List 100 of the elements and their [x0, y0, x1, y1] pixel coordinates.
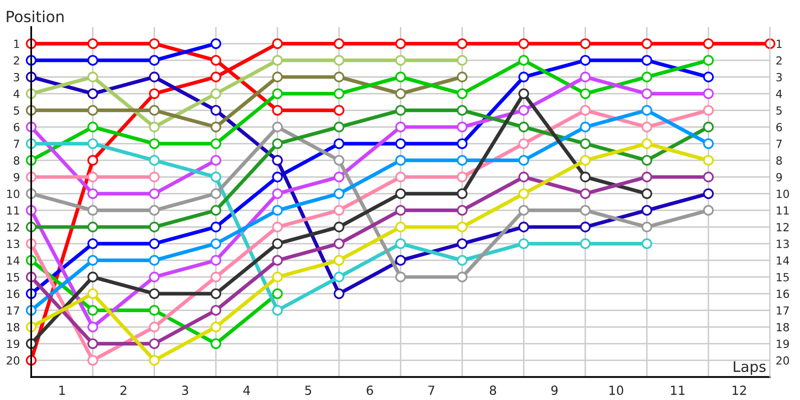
point: [580, 204, 591, 216]
point: [642, 88, 652, 100]
point: [580, 154, 591, 166]
point: [395, 154, 406, 166]
y2-tick-label: 16: [776, 290, 789, 298]
y2-tick-label: 10: [776, 190, 789, 198]
point: [272, 154, 283, 166]
point: [148, 154, 160, 166]
point: [272, 122, 283, 132]
y-tick-label: 8: [14, 156, 20, 165]
point: [210, 138, 222, 150]
point: [334, 288, 344, 300]
point: [395, 188, 406, 200]
y-tick-label: 16: [7, 290, 20, 298]
point: [518, 122, 530, 132]
point: [87, 104, 98, 116]
point: [395, 138, 406, 150]
y-axis-title: Position: [6, 10, 64, 22]
point: [580, 104, 591, 116]
point: [703, 172, 714, 182]
point: [518, 188, 530, 200]
point: [456, 154, 468, 166]
point: [580, 188, 591, 200]
point: [580, 38, 591, 50]
point: [580, 172, 591, 182]
point: [395, 172, 406, 182]
point: [272, 104, 283, 116]
y-tick-label: 13: [7, 240, 20, 248]
point: [272, 288, 283, 300]
point: [272, 138, 283, 150]
y-tick-label: 4: [14, 90, 20, 98]
point: [148, 72, 160, 82]
point: [334, 222, 344, 232]
point: [87, 154, 98, 166]
point: [272, 272, 283, 282]
y2-tick-label: 19: [776, 340, 789, 348]
point: [642, 54, 652, 66]
y-tick-label: 3: [14, 72, 20, 82]
point: [210, 54, 222, 66]
point: [272, 238, 283, 250]
point: [456, 88, 468, 100]
point: [210, 238, 222, 250]
point: [87, 38, 98, 50]
point: [395, 54, 406, 66]
point: [87, 238, 98, 250]
point: [148, 304, 160, 316]
point: [210, 204, 222, 216]
x-tick-label: 2: [120, 386, 126, 395]
point: [210, 72, 222, 82]
point: [148, 204, 160, 216]
point: [148, 104, 160, 116]
point: [148, 272, 160, 282]
point: [210, 322, 222, 332]
point: [580, 88, 591, 100]
point: [395, 204, 406, 216]
point: [703, 188, 714, 200]
point: [148, 172, 160, 182]
point: [272, 222, 283, 232]
point: [456, 254, 468, 266]
point: [518, 104, 530, 116]
y2-tick-label: 1: [776, 40, 782, 48]
point: [87, 204, 98, 216]
point: [580, 238, 591, 250]
x-tick-label: 10: [610, 386, 624, 396]
point: [210, 272, 222, 282]
point: [334, 138, 344, 150]
point: [87, 338, 98, 350]
point: [87, 72, 98, 82]
point: [518, 72, 530, 82]
point: [456, 172, 468, 182]
point: [210, 338, 222, 350]
point: [518, 88, 530, 100]
point: [580, 54, 591, 66]
y2-tick-label: 15: [776, 273, 789, 282]
point: [703, 122, 714, 132]
point: [395, 222, 406, 232]
point: [395, 122, 406, 132]
point: [518, 172, 530, 182]
x-tick-label: 9: [551, 386, 558, 396]
y-tick-label: 14: [7, 256, 20, 265]
y2-tick-label: 8: [776, 156, 782, 165]
point: [210, 38, 222, 50]
point: [210, 172, 222, 182]
point: [210, 304, 222, 316]
point: [518, 138, 530, 150]
point: [456, 104, 468, 116]
point: [87, 222, 98, 232]
point: [456, 72, 468, 82]
point: [87, 322, 98, 332]
point: [334, 172, 344, 182]
point: [148, 222, 160, 232]
x-tick-label: 5: [305, 386, 312, 396]
point: [395, 104, 406, 116]
y2-tick-label: 14: [776, 256, 790, 265]
x-tick-label: 1: [59, 386, 65, 395]
point: [334, 238, 344, 250]
point: [456, 38, 468, 50]
y-tick-label: 2: [14, 56, 19, 65]
point: [148, 38, 160, 50]
y-tick-label: 11: [7, 206, 20, 215]
